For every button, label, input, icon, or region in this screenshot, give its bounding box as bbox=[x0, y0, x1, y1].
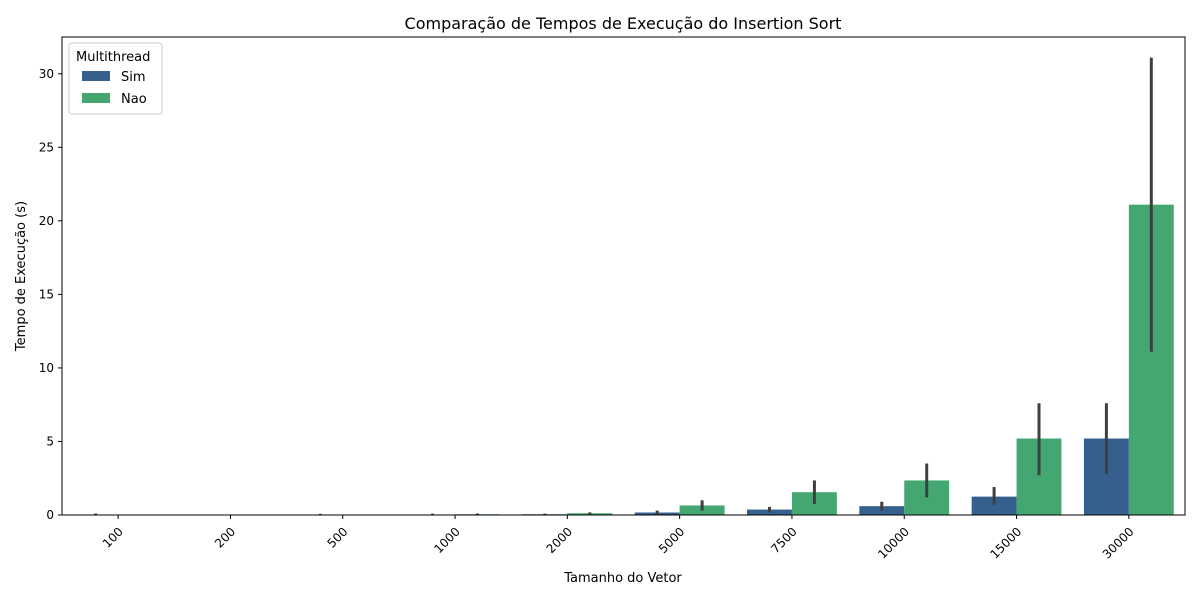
x-tick-label: 2000 bbox=[544, 525, 575, 556]
x-tick-label: 200 bbox=[212, 525, 238, 551]
legend-swatch-nao bbox=[82, 93, 110, 103]
legend-swatch-sim bbox=[82, 71, 110, 81]
plot-frame bbox=[61, 36, 1186, 516]
bars-group bbox=[73, 204, 1174, 515]
y-tick-label: 0 bbox=[46, 508, 54, 522]
error-bars-group bbox=[94, 57, 1153, 515]
y-tick-label: 20 bbox=[39, 214, 54, 228]
y-tick-label: 15 bbox=[39, 287, 54, 301]
y-tick-label: 30 bbox=[39, 67, 54, 81]
y-axis-label: Tempo de Execução (s) bbox=[14, 201, 29, 352]
y-tick-label: 5 bbox=[46, 434, 54, 448]
chart-title: Comparação de Tempos de Execução do Inse… bbox=[405, 14, 842, 33]
x-tick-label: 100 bbox=[100, 525, 126, 551]
x-tick-label: 15000 bbox=[987, 525, 1024, 562]
y-tick-label: 10 bbox=[39, 361, 54, 375]
legend-label-sim: Sim bbox=[121, 70, 146, 85]
x-axis-label: Tamanho do Vetor bbox=[563, 571, 682, 586]
legend-label-nao: Nao bbox=[121, 92, 147, 107]
bar-sim-15000 bbox=[971, 496, 1017, 515]
x-tick-label: 10000 bbox=[875, 525, 912, 562]
x-tick-label: 7500 bbox=[768, 525, 799, 556]
x-tick-label: 30000 bbox=[1100, 525, 1137, 562]
x-tick-label: 500 bbox=[324, 525, 350, 551]
y-tick-label: 25 bbox=[39, 140, 54, 154]
y-axis: 0 5 10 15 20 25 30 bbox=[39, 67, 62, 522]
x-tick-label: 5000 bbox=[656, 525, 687, 556]
legend: Multithread Sim Nao bbox=[68, 42, 163, 115]
legend-title: Multithread bbox=[76, 50, 150, 65]
x-axis: 100 200 500 1000 2000 5000 7500 10000 15000 30000 bbox=[100, 515, 1137, 561]
x-tick-label: 1000 bbox=[431, 525, 462, 556]
